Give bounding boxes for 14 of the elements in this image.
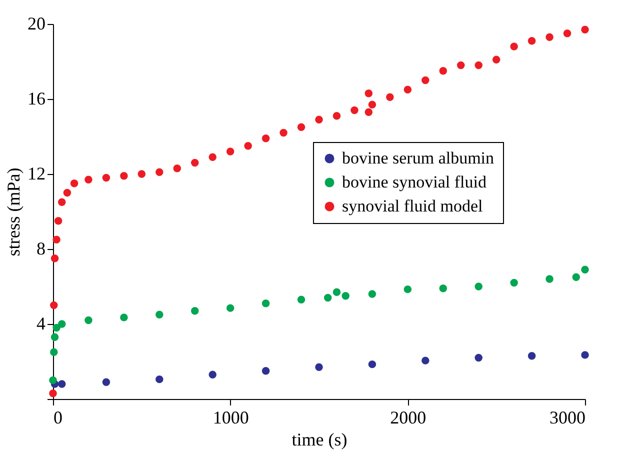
x-tick-label: 0 bbox=[54, 408, 62, 428]
y-tick-label: 8 bbox=[36, 238, 46, 258]
x-tick-label: 1000 bbox=[212, 408, 249, 428]
legend-label: bovine serum albumin bbox=[342, 148, 495, 168]
legend-label: bovine synovial fluid bbox=[342, 172, 487, 192]
x-tick-label: 3000 bbox=[550, 408, 586, 428]
y-axis-title: stress (mPa) bbox=[4, 168, 24, 256]
y-tick-label: 16 bbox=[28, 88, 46, 108]
x-axis-title: time (s) bbox=[292, 430, 348, 450]
y-tick-label: 4 bbox=[36, 314, 46, 334]
y-tick-label: 20 bbox=[28, 14, 46, 34]
y-tick-label: 12 bbox=[28, 164, 46, 184]
x-tick-label: 2000 bbox=[390, 408, 426, 428]
legend-label: synovial fluid model bbox=[342, 196, 483, 216]
